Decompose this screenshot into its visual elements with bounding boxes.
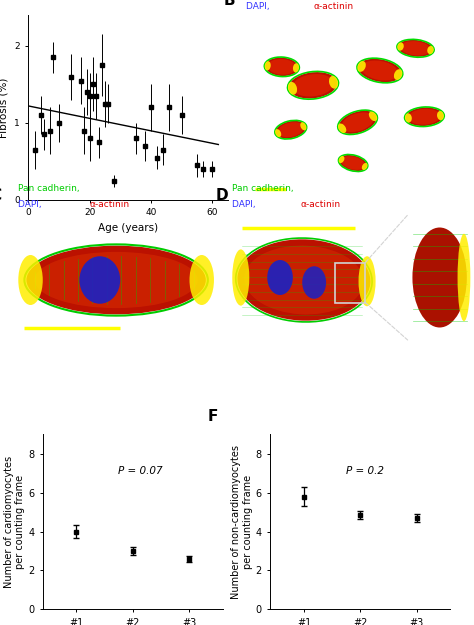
Ellipse shape: [339, 111, 376, 134]
Ellipse shape: [341, 156, 365, 170]
Ellipse shape: [27, 246, 206, 314]
Y-axis label: Fibrosis (%): Fibrosis (%): [0, 78, 9, 138]
Ellipse shape: [329, 76, 338, 89]
Y-axis label: Number of cardiomyocytes
per counting frame: Number of cardiomyocytes per counting fr…: [4, 456, 25, 588]
X-axis label: Age (years): Age (years): [98, 223, 158, 233]
Text: α-actinin: α-actinin: [301, 200, 341, 209]
Text: α-actinin: α-actinin: [90, 200, 130, 209]
Text: DAPI,: DAPI,: [232, 200, 259, 209]
Ellipse shape: [300, 122, 307, 131]
Ellipse shape: [267, 260, 293, 295]
Ellipse shape: [361, 61, 398, 81]
Ellipse shape: [275, 121, 306, 139]
Ellipse shape: [398, 40, 433, 57]
Text: Pan cadherin,: Pan cadherin,: [18, 184, 80, 192]
Text: DAPI,: DAPI,: [246, 2, 273, 11]
Ellipse shape: [427, 46, 434, 54]
Ellipse shape: [397, 42, 404, 51]
Ellipse shape: [35, 252, 198, 308]
Ellipse shape: [412, 228, 467, 328]
Y-axis label: Number of non-cardiomyocytes
per counting frame: Number of non-cardiomyocytes per countin…: [231, 445, 253, 599]
Ellipse shape: [265, 58, 299, 76]
Text: P = 0.2: P = 0.2: [346, 466, 384, 476]
Ellipse shape: [80, 256, 120, 304]
Ellipse shape: [369, 111, 377, 121]
Ellipse shape: [268, 59, 296, 75]
Ellipse shape: [357, 61, 366, 72]
Ellipse shape: [232, 249, 249, 306]
Ellipse shape: [339, 155, 367, 171]
Ellipse shape: [278, 122, 304, 138]
Ellipse shape: [401, 41, 430, 56]
Ellipse shape: [405, 113, 412, 123]
Ellipse shape: [264, 61, 271, 71]
Ellipse shape: [289, 72, 337, 99]
Ellipse shape: [190, 255, 214, 305]
Text: D: D: [215, 188, 228, 202]
Ellipse shape: [338, 124, 346, 133]
Ellipse shape: [244, 246, 364, 314]
Ellipse shape: [237, 239, 370, 321]
Bar: [335, 262, 365, 302]
Ellipse shape: [358, 59, 401, 82]
Ellipse shape: [292, 74, 334, 96]
Text: P = 0.07: P = 0.07: [118, 466, 163, 476]
Ellipse shape: [18, 255, 43, 305]
Ellipse shape: [275, 129, 281, 137]
Text: DAPI,: DAPI,: [18, 200, 45, 209]
Ellipse shape: [437, 111, 444, 120]
Ellipse shape: [342, 112, 374, 132]
Ellipse shape: [293, 63, 299, 72]
Ellipse shape: [339, 156, 345, 163]
Text: C: C: [0, 188, 1, 202]
Ellipse shape: [394, 69, 402, 80]
Ellipse shape: [302, 266, 326, 299]
Text: Pan cadherin,: Pan cadherin,: [232, 184, 297, 192]
Ellipse shape: [358, 256, 375, 306]
Ellipse shape: [406, 107, 443, 126]
Text: α-actinin: α-actinin: [313, 2, 353, 11]
Ellipse shape: [457, 234, 470, 321]
Ellipse shape: [288, 82, 297, 95]
Text: F: F: [207, 409, 218, 424]
Ellipse shape: [362, 163, 367, 170]
Ellipse shape: [409, 109, 440, 124]
Text: B: B: [224, 0, 236, 8]
